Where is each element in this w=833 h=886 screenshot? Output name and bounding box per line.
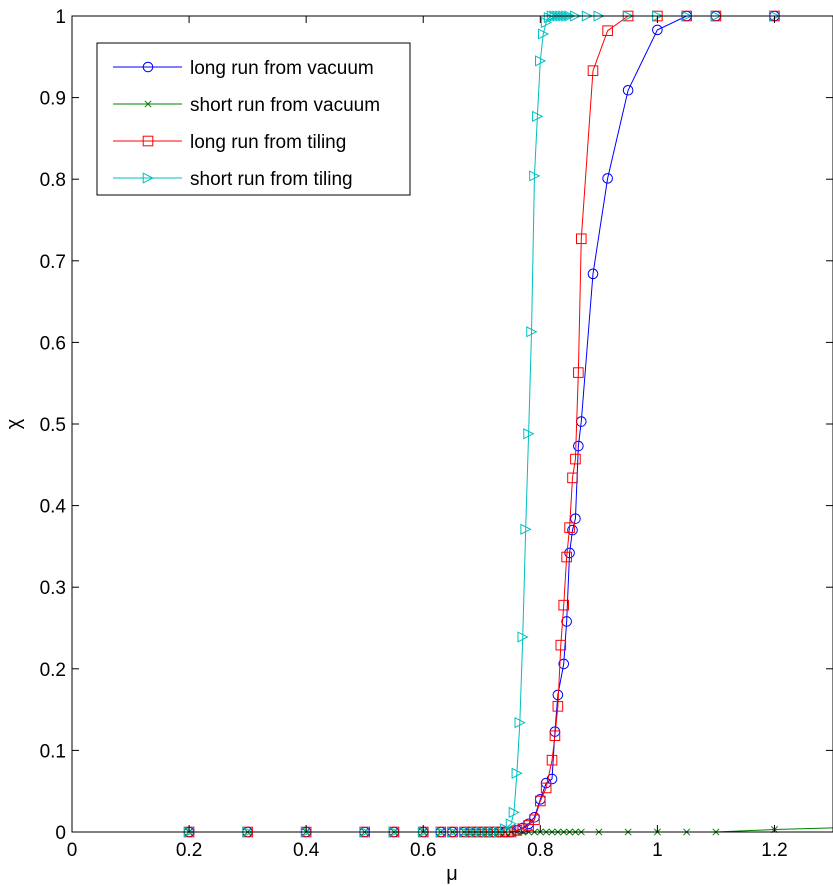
data-point [558,599,570,611]
x-tick-label: 0.2 [176,840,202,861]
data-point [652,24,663,36]
legend-entry-4: short run from tiling [113,169,353,190]
x-tick-label: 0.8 [527,840,553,861]
data-point [535,795,546,807]
y-tick-label: 1 [55,7,66,28]
data-point [517,631,529,643]
y-tick-label: 0.1 [40,741,66,762]
data-point [558,658,570,670]
y-tick-label: 0.8 [40,170,66,191]
x-axis-title: μ [446,863,458,885]
data-point [552,701,564,712]
legend-label: short run from tiling [190,169,353,190]
legend-entry-2: short run from vacuum [113,95,380,116]
legend-box [96,42,411,196]
data-point [570,453,581,465]
data-point [529,814,540,826]
data-point [517,823,529,835]
data-point [573,440,584,452]
legend-label: long run from vacuum [190,58,374,79]
y-tick-label: 0.9 [40,89,66,110]
legend-marker [142,135,154,147]
data-point [508,806,520,819]
data-point [529,170,541,182]
y-axis-title: χ [3,418,25,429]
x-tick-label: 0.4 [293,840,320,861]
data-point [567,524,578,536]
data-point [532,110,544,122]
data-point [505,818,517,830]
legend-entry-3: long run from tiling [113,132,346,153]
data-point [535,55,547,67]
data-point [561,616,572,627]
data-point [575,233,587,245]
data-point [499,823,512,835]
legend-marker [142,61,154,73]
data-point [514,717,526,729]
data-point [567,472,578,484]
data-point [573,367,584,378]
x-tick-label: 1.2 [761,840,787,861]
legend-marker [142,172,154,184]
x-tick-label: 0 [67,840,78,861]
data-point [523,820,534,831]
legend: long run from vacuum short run from vacuu… [96,42,411,196]
data-point [602,173,613,184]
y-tick-label: 0 [55,823,66,844]
data-point [523,428,535,440]
data-point [564,547,575,559]
x-tick-label: 1 [652,840,663,861]
y-tick-label: 0.6 [40,333,66,354]
y-tick-label: 0.2 [40,660,66,681]
data-point [564,522,575,533]
data-point [587,65,599,76]
data-point [555,639,567,651]
data-point [602,25,613,36]
x-tick-label: 0.6 [410,840,436,861]
tick-layer: 0 0.2 0.4 0.6 0.8 1 1.2 0 0.1 0.2 0.3 0.4 0.5 0.6 0.7 0… [40,7,833,861]
legend-entry-1: long run from vacuum [113,58,374,79]
data-point [549,730,561,742]
y-tick-label: 0.4 [40,497,67,518]
legend-marker [144,100,152,108]
y-tick-label: 0.7 [40,252,66,273]
data-point [587,268,599,280]
data-point [570,513,581,524]
y-tick-label: 0.3 [40,578,66,599]
data-point [546,754,558,766]
legend-label: long run from tiling [190,132,346,153]
data-point [511,825,523,836]
data-point [561,551,572,563]
data-point [526,326,538,338]
data-point [622,84,634,96]
y-tick-label: 0.5 [40,415,66,436]
data-point [540,16,553,29]
data-point [546,773,558,785]
data-point [520,523,532,535]
data-point [537,28,550,40]
legend-label: short run from vacuum [190,95,380,116]
data-point [540,782,552,794]
data-point [511,767,523,779]
